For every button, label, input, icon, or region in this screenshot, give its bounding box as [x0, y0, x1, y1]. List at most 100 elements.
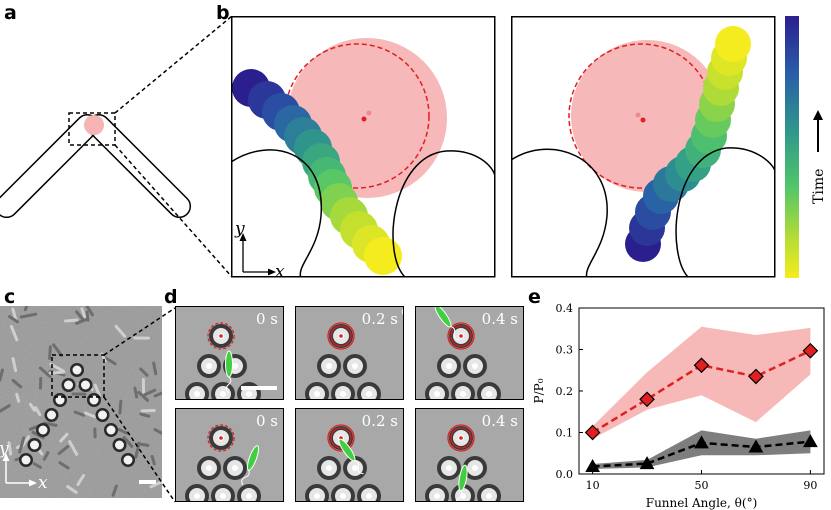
- bacterium: [18, 436, 26, 454]
- trap-ring: [327, 424, 355, 452]
- panel-label-e: e: [528, 286, 541, 308]
- x-tick-label: 50: [695, 479, 709, 492]
- bead-highlight: [434, 391, 440, 397]
- panel-d-frames: 0 s 0.2 s 0.4 s 0 s 0.2 s 0.4 s: [175, 306, 525, 502]
- bead-highlight: [472, 465, 478, 471]
- bacterium: [75, 317, 89, 325]
- trajectory-point: [364, 237, 402, 275]
- series-0-point: [802, 342, 819, 359]
- bead-core: [72, 365, 82, 375]
- axis-label-x-c: x: [38, 473, 48, 493]
- axis-label-y: y: [234, 219, 245, 239]
- bacterium: [49, 362, 65, 373]
- y-axis-label: P/P₀: [532, 378, 546, 403]
- bacterium: [458, 464, 468, 492]
- time-label: 0.2 s: [362, 310, 398, 328]
- frame-border: [295, 306, 404, 400]
- colorbar-gradient: [785, 16, 799, 278]
- bead-highlight: [352, 363, 358, 369]
- series-0-band: [592, 326, 811, 439]
- bead-highlight: [194, 391, 200, 397]
- flagellum: [225, 376, 232, 394]
- panel-a-funnel-schematic: [0, 15, 233, 278]
- bead-highlight: [232, 465, 238, 471]
- y-tick-label: 0.4: [556, 302, 574, 315]
- bacterium: [38, 366, 52, 379]
- bacterium: [32, 462, 42, 469]
- zoom-box-c: [51, 354, 105, 398]
- bacterium: [434, 306, 452, 328]
- bacterium: [66, 485, 78, 494]
- bead-highlight: [460, 391, 466, 397]
- x-tick-label: 10: [586, 479, 600, 492]
- bead-core: [30, 440, 39, 450]
- time-label: 0 s: [256, 310, 278, 328]
- bacterium: [57, 445, 70, 456]
- obstacle-right: [392, 150, 495, 277]
- bacterium: [15, 392, 21, 403]
- bead-highlight: [366, 391, 372, 397]
- axis-label-y-c: y: [0, 439, 9, 459]
- bacterium: [48, 370, 66, 375]
- bacterium: [143, 388, 157, 397]
- panel-label-c: c: [4, 286, 16, 308]
- bacterium: [11, 357, 18, 373]
- bacterium: [153, 428, 162, 437]
- trap-center-dot: [635, 112, 641, 118]
- bacterium: [111, 484, 118, 497]
- bacterium: [140, 409, 156, 413]
- panel-label-d: d: [164, 286, 178, 308]
- y-tick-label: 0.2: [556, 385, 574, 398]
- trap-ring: [207, 424, 235, 452]
- bacterium: [83, 411, 97, 419]
- bacterium: [139, 412, 151, 418]
- bacterium: [59, 432, 69, 443]
- bacterium: [139, 367, 149, 377]
- frame-border: [175, 408, 284, 502]
- trap-ring: [447, 424, 475, 452]
- bacterium: [85, 310, 90, 322]
- bacterium: [19, 312, 38, 319]
- obstacle-left: [511, 148, 608, 277]
- bacterium: [133, 386, 139, 399]
- series-0-point: [748, 368, 764, 385]
- trap-ring: [327, 322, 355, 350]
- bacterium: [23, 306, 30, 312]
- scale-bar-c: [139, 480, 156, 484]
- bead-core: [106, 425, 116, 435]
- bacterium: [117, 428, 129, 435]
- time-frame: 0.2 s: [295, 408, 404, 502]
- x-arrow-head: [268, 268, 276, 276]
- frame-border: [295, 408, 404, 502]
- bacterium: [7, 441, 13, 456]
- bacterium: [85, 306, 94, 317]
- panel-b-left: y x: [231, 16, 496, 278]
- panel-b-right: [511, 16, 776, 278]
- time-label: 0.2 s: [362, 412, 398, 430]
- bead-highlight: [326, 465, 332, 471]
- bead-core: [38, 425, 48, 435]
- bacterium: [58, 461, 70, 470]
- panel-label-b: b: [216, 2, 230, 24]
- bacterium: [149, 479, 162, 489]
- trap-ring-inner: [450, 427, 472, 449]
- time-frame: 0.2 s: [295, 306, 404, 400]
- y-arrow-head: [239, 233, 247, 241]
- panel-c-microscopy: y x: [0, 306, 162, 498]
- particle-center-dot: [361, 116, 367, 122]
- time-frame: 0 s: [175, 306, 284, 400]
- trap-ring-inner: [330, 427, 352, 449]
- series-0-point: [584, 424, 601, 441]
- bead-highlight: [352, 465, 358, 471]
- bead-highlight: [434, 493, 440, 499]
- trajectory-point: [715, 26, 751, 62]
- bacterium: [76, 473, 86, 487]
- panel-b-left-frame: [231, 16, 496, 278]
- bacterium: [133, 336, 151, 340]
- bead-core: [81, 380, 90, 390]
- bacterium: [75, 310, 86, 322]
- bacterium: [28, 402, 36, 412]
- trap-center-dot: [459, 334, 463, 338]
- time-label: 0.4 s: [482, 412, 518, 430]
- time-colorbar: Time: [785, 16, 827, 278]
